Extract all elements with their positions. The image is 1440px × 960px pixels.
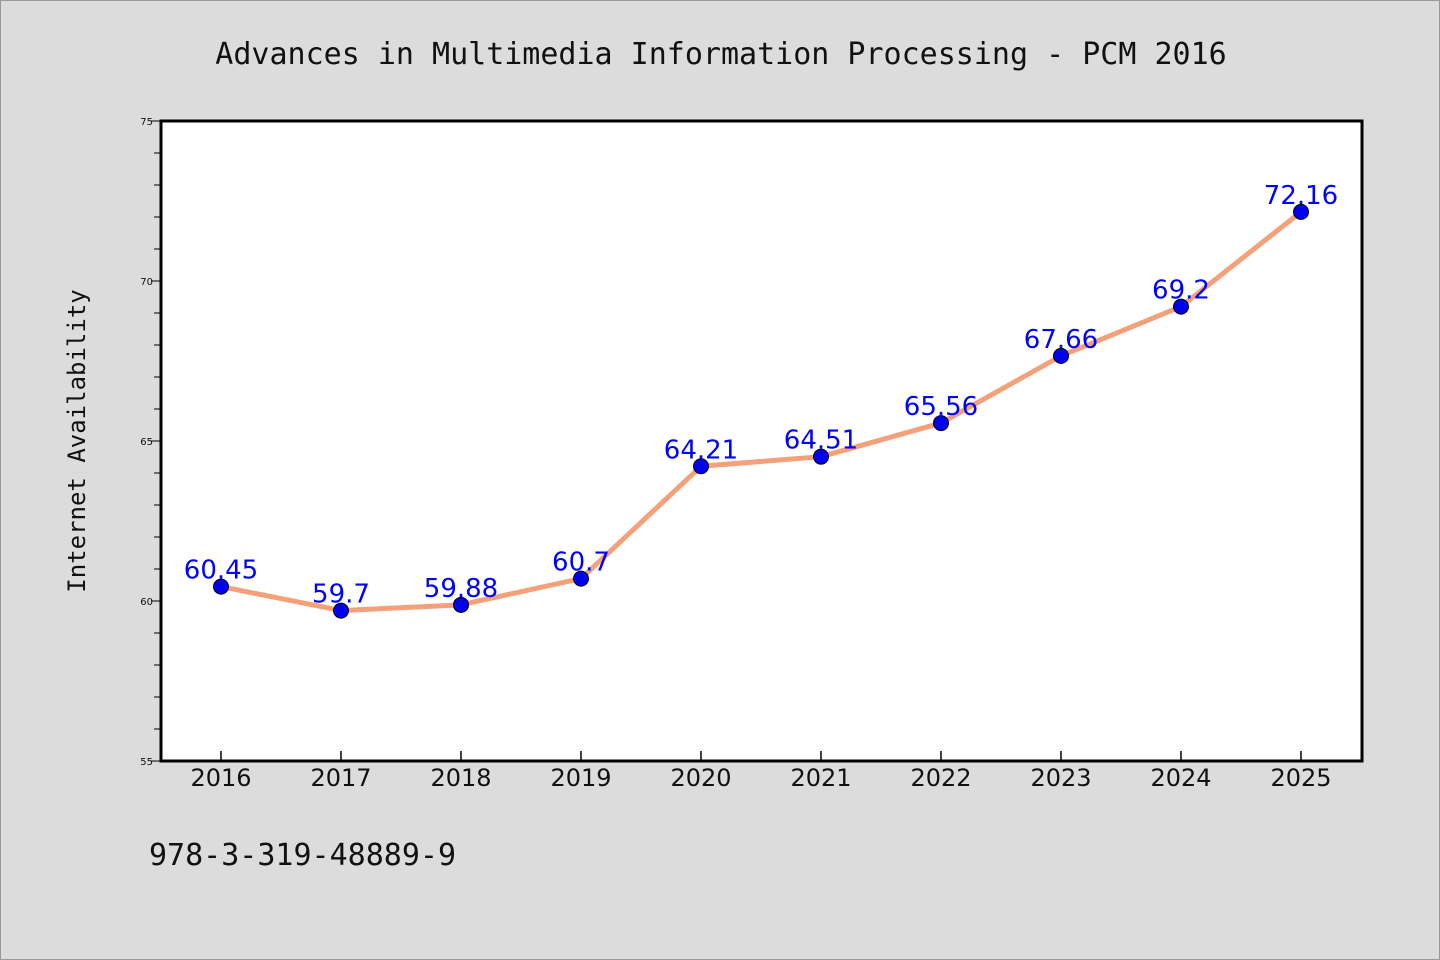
data-label: 72.16 bbox=[1264, 181, 1338, 211]
data-point[interactable] bbox=[453, 596, 469, 613]
x-tick-label: 2017 bbox=[310, 764, 371, 792]
data-point[interactable] bbox=[1173, 298, 1189, 315]
plot-area bbox=[159, 119, 1364, 763]
data-point[interactable] bbox=[813, 448, 829, 465]
data-label: 59.7 bbox=[312, 580, 370, 610]
data-point[interactable] bbox=[1293, 203, 1309, 220]
x-tick-label: 2021 bbox=[790, 764, 851, 792]
x-tick-label: 2023 bbox=[1030, 764, 1091, 792]
series-layer: 60.45 59.7 59.88 60.7 64.21 64.51 65.56 67.66 69… bbox=[184, 181, 1338, 619]
x-axis: 2016 2017 2018 2019 2020 2021 2022 2023 2024 2025 bbox=[190, 751, 1332, 792]
data-label: 60.7 bbox=[552, 548, 610, 578]
data-point[interactable] bbox=[693, 458, 709, 475]
data-point[interactable] bbox=[333, 602, 349, 619]
y-tick-label: 60 bbox=[140, 597, 153, 608]
data-label: 65.56 bbox=[904, 392, 978, 422]
data-point[interactable] bbox=[933, 415, 949, 432]
chart-title: Advances in Multimedia Information Proce… bbox=[215, 37, 1226, 72]
y-axis: 55 60 65 70 75 bbox=[140, 117, 161, 768]
y-tick-label: 75 bbox=[140, 117, 153, 128]
x-tick-label: 2019 bbox=[550, 764, 611, 792]
x-tick-label: 2025 bbox=[1270, 764, 1331, 792]
data-label: 60.45 bbox=[184, 556, 258, 586]
series-line bbox=[218, 209, 1304, 614]
x-tick-label: 2016 bbox=[190, 764, 251, 792]
x-tick-label: 2020 bbox=[670, 764, 731, 792]
data-label: 64.51 bbox=[784, 426, 858, 456]
data-label: 64.21 bbox=[664, 435, 738, 465]
x-tick-label: 2022 bbox=[910, 764, 971, 792]
data-point[interactable] bbox=[213, 578, 229, 595]
data-point[interactable] bbox=[573, 570, 589, 587]
data-label: 69.2 bbox=[1152, 276, 1210, 306]
y-axis-label: Internet Availability bbox=[63, 289, 91, 592]
data-label: 59.88 bbox=[424, 574, 498, 604]
y-tick-label: 70 bbox=[140, 277, 153, 288]
y-tick-label: 55 bbox=[140, 757, 153, 768]
isbn-footnote: 978-3-319-48889-9 bbox=[149, 838, 456, 873]
data-point[interactable] bbox=[1053, 347, 1069, 364]
data-label: 67.66 bbox=[1024, 325, 1098, 355]
x-tick-label: 2024 bbox=[1150, 764, 1211, 792]
x-tick-label: 2018 bbox=[430, 764, 491, 792]
y-tick-label: 65 bbox=[140, 437, 153, 448]
